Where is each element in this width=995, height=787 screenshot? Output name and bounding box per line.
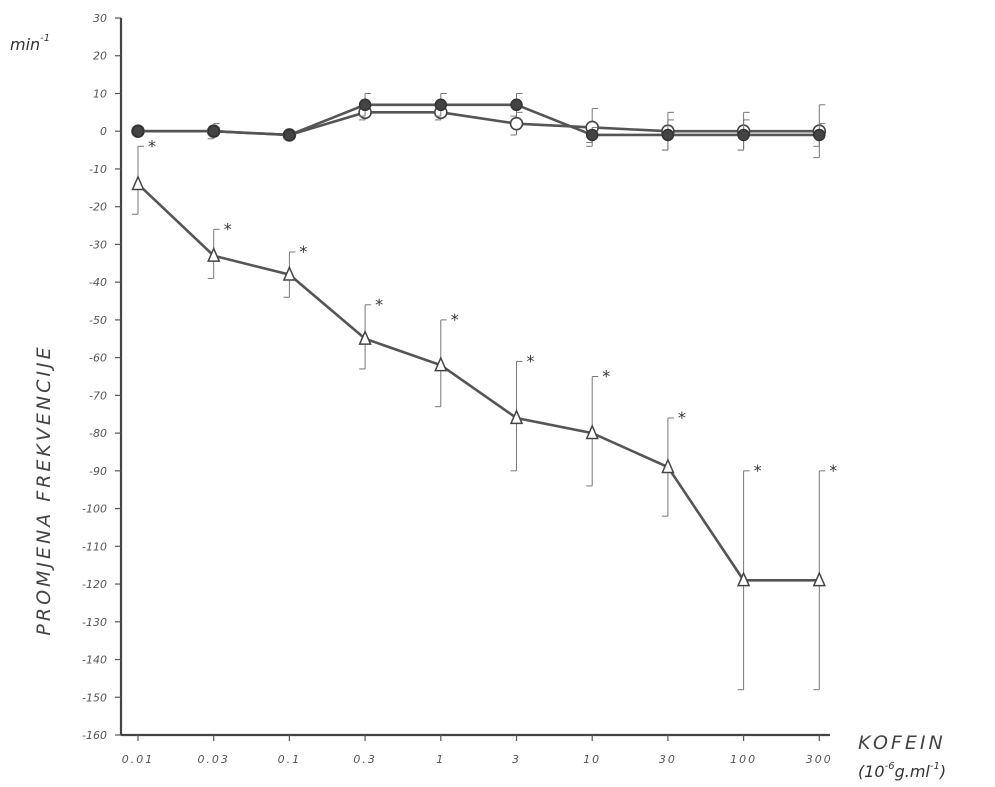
y-tick-label: -40 [89,276,107,289]
data-point-filled-circle [131,124,145,138]
y-tick-label: 30 [93,12,107,25]
x-tick-label: 3 [512,753,521,766]
x-unit-label: (10-6g.ml-1) [858,761,946,781]
data-point-open-triangle [207,246,221,262]
x-axis-ticks: 0.01 0.03 0.1 0.3 1 3 10 30 100 300 [122,735,833,766]
x-tick-label: 10 [583,753,601,766]
y-tick-label: -90 [89,465,107,478]
data-point-filled-circle [737,128,750,142]
series-layer: * * * * * * * * * * [131,92,837,691]
significance-star: * [602,367,610,386]
significance-star: * [224,219,232,238]
data-point-open-triangle [812,571,826,587]
data-point-filled-circle [585,128,599,142]
x-tick-label: 30 [659,753,677,766]
y-tick-label: -160 [82,729,107,742]
series-line [138,103,820,137]
y-tick-label: -20 [89,201,107,214]
y-axis-title: PROMJENA FREKVENCIJE [33,344,55,635]
x-tick-label: 300 [806,753,833,766]
data-point-open-triangle [661,457,675,474]
y-tick-label: 20 [93,50,107,63]
data-point-filled-circle [283,128,296,142]
series-line [137,183,820,582]
data-point-filled-circle [813,128,826,142]
data-point-filled-circle [661,128,675,142]
y-tick-label: 0 [100,125,107,138]
y-tick-label: -70 [89,389,107,402]
data-point-filled-circle [510,98,523,112]
y-tick-label: -50 [89,314,107,327]
data-point-open-triangle [131,174,145,191]
data-point-open-triangle [509,408,524,425]
y-tick-label: -150 [82,691,107,704]
data-point-open-triangle [282,265,297,281]
x-unit-superscript-2: -1 [930,761,940,772]
y-tick-label: -80 [89,427,107,440]
x-tick-label: 1 [436,753,445,766]
y-tick-label: -140 [82,654,107,667]
series-open-triangle: * * * * * * * * * * [131,136,837,691]
y-tick-label: -130 [82,616,107,629]
data-point-open-triangle [434,356,448,372]
data-point-open-triangle [736,571,751,587]
significance-star: * [754,461,762,480]
data-point-filled-circle [207,124,220,138]
x-axis-title: KOFEIN [858,732,946,754]
significance-star: * [299,242,307,261]
significance-star: * [678,408,686,427]
x-tick-label: 0.03 [197,753,230,766]
y-tick-label: -110 [82,540,107,553]
data-point-open-triangle [358,329,372,345]
significance-star: * [375,295,383,314]
significance-star: * [148,136,156,155]
x-unit-suffix: ) [939,762,946,781]
series-filled-circle [131,92,826,151]
data-point-open-circle [509,116,524,131]
x-unit-prefix: (10 [858,762,885,781]
y-tick-label: 10 [93,87,107,100]
y-unit-label: min-1 [10,33,50,54]
x-unit-superscript-1: -6 [885,761,895,772]
y-tick-label: -100 [82,503,107,516]
y-tick-label: -60 [89,352,107,365]
x-tick-label: 0.01 [122,753,155,766]
y-tick-label: -10 [89,163,107,176]
significance-star: * [451,310,459,329]
y-unit-text: min [10,35,40,54]
y-axis-ticks: 30 20 10 0 -10 -20 -30 -40 -50 -60 -70 -80 -90 -100 -1… [82,12,121,742]
data-point-open-triangle [585,424,599,440]
y-unit-superscript: -1 [40,33,50,44]
y-tick-label: -120 [82,578,107,591]
data-point-filled-circle [358,98,372,112]
significance-star: * [527,351,535,370]
x-unit-mid: g.ml [895,762,931,781]
x-tick-label: 0.1 [278,753,302,766]
data-point-filled-circle [434,98,448,112]
x-tick-label: 100 [730,753,757,766]
y-tick-label: -30 [89,238,107,251]
significance-star: * [829,461,837,480]
x-tick-label: 0.3 [353,753,377,766]
